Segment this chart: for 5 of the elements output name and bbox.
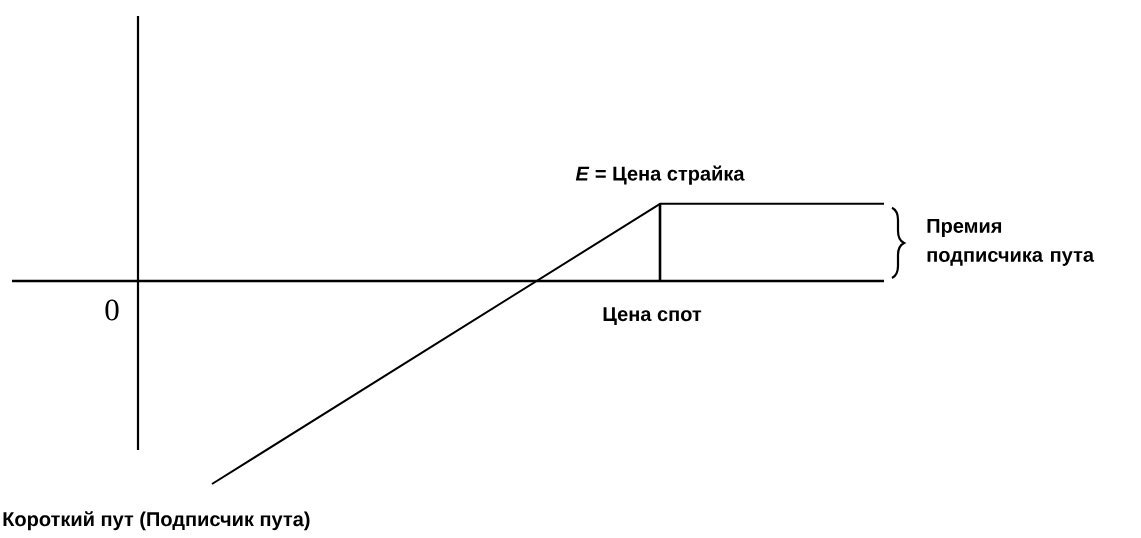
- text: Премия подписчика пута: [927, 218, 1095, 266]
- annotation: E = Цена страйка: [575, 165, 745, 185]
- x-axis-title: Цена спот: [603, 307, 702, 325]
- text: Короткий пут (Подписчик пута): [3, 511, 310, 531]
- annotation: 0: [105, 299, 119, 321]
